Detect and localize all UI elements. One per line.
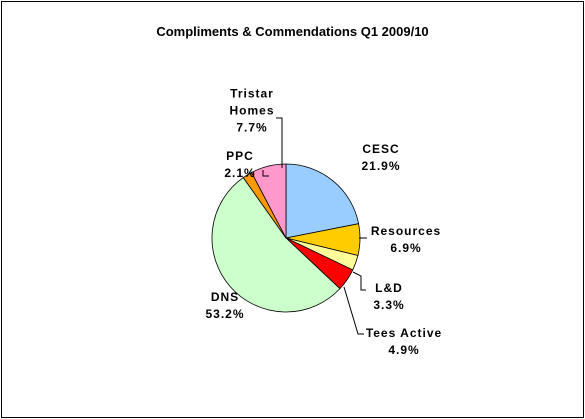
slice-value: 6.9% — [390, 241, 422, 255]
slice-label: L&D 3.3% — [364, 280, 414, 314]
pie-slice — [211, 177, 341, 313]
slice-label: DNS 53.2% — [200, 289, 250, 323]
slice-value: 53.2% — [205, 307, 245, 321]
slice-label: Tees Active 4.9% — [354, 325, 454, 359]
slice-name: CESC — [362, 142, 400, 156]
leader-line — [343, 286, 364, 335]
slice-label: Resources 6.9% — [361, 223, 451, 257]
leader-line — [276, 117, 283, 168]
leader-lines — [262, 117, 367, 335]
slice-value: 4.9% — [388, 343, 420, 357]
leader-line — [262, 170, 269, 177]
pie-slice — [285, 163, 360, 239]
slice-value: 2.1% — [224, 166, 256, 180]
pie-slice — [251, 163, 287, 239]
slice-name: Tristar Homes — [229, 86, 275, 118]
slice-value: 7.7% — [236, 120, 268, 135]
slice-label: Tristar Homes 7.7% — [222, 86, 282, 137]
slice-label: CESC 21.9% — [351, 141, 411, 175]
slice-name: DNS — [210, 290, 240, 304]
pie — [211, 163, 361, 313]
slice-label: PPC 2.1% — [215, 148, 265, 182]
slice-name: Tees Active — [365, 326, 443, 340]
slice-name: PPC — [226, 149, 254, 163]
slice-value: 3.3% — [373, 298, 405, 312]
leader-line — [352, 271, 366, 291]
slice-value: 21.9% — [361, 159, 401, 173]
slice-name: Resources — [370, 224, 442, 238]
slice-name: L&D — [375, 281, 403, 295]
chart-title: Compliments & Commendations Q1 2009/10 — [156, 24, 429, 39]
